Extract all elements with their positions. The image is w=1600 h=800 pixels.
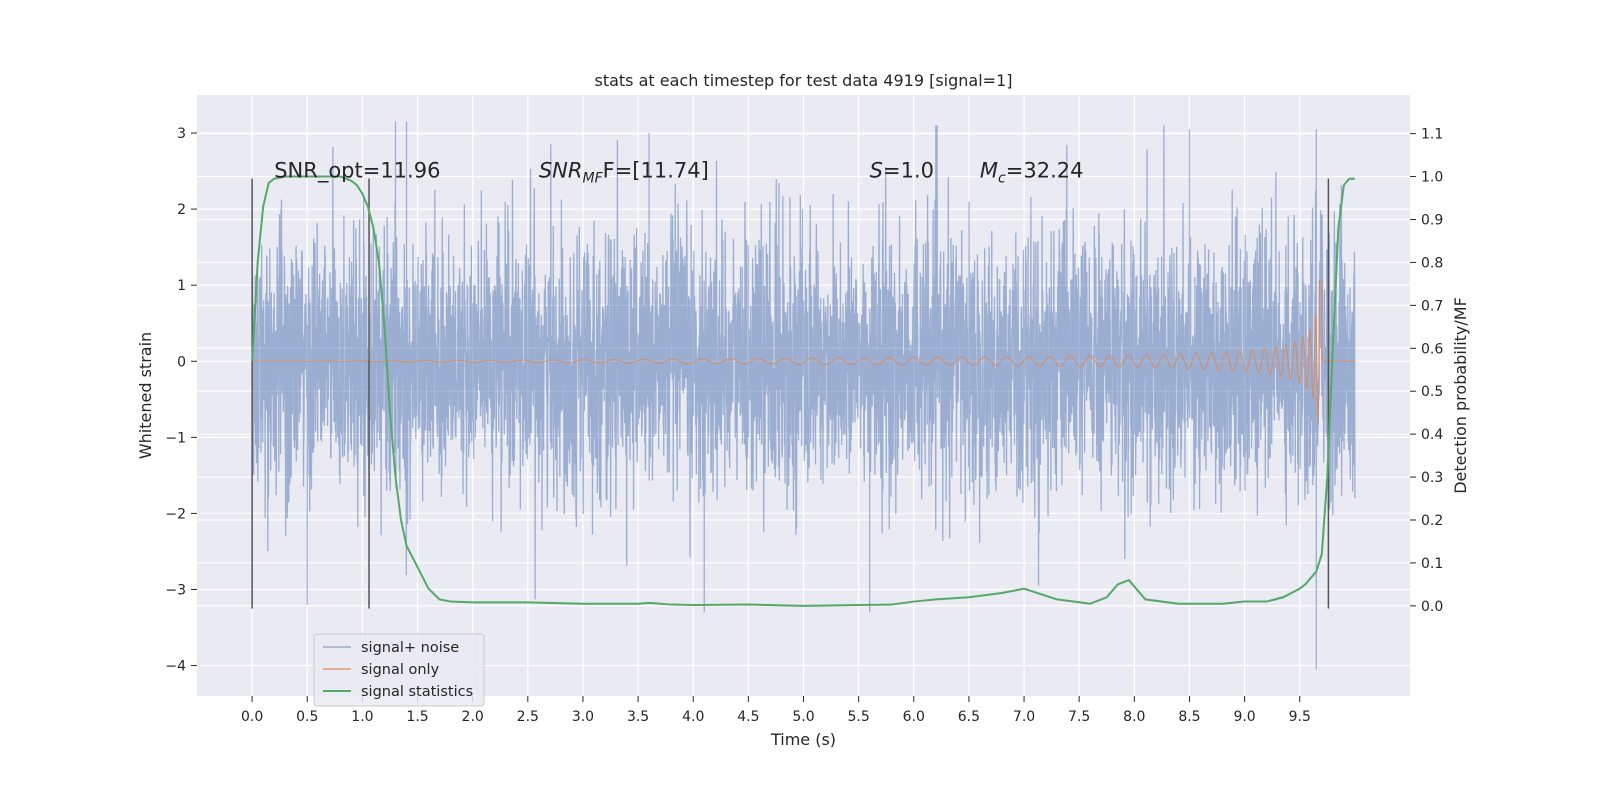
x-axis-label: Time (s) [770,730,836,749]
annotation-value: =32.24 [1006,159,1084,183]
annotation-subscript: MF [582,171,603,187]
x-tick-label: 0.0 [241,709,263,725]
x-tick-label: 5.5 [848,709,870,725]
signal-statistics-line [251,175,1355,607]
y2-tick-label: 0.4 [1421,427,1443,443]
y2-tick-label: 0.5 [1421,384,1443,400]
x-tick-label: 6.0 [903,709,925,725]
y-tick-label: 2 [177,202,186,218]
annotation-text: S=1.0 [870,159,934,183]
x-tick-label: 5.0 [792,709,814,725]
annotation-text: SNR_opt=11.96 [274,159,440,184]
chart-title: stats at each timestep for test data 491… [594,71,1012,90]
x-tick-label: 1.5 [406,709,428,725]
x-tick-label: 4.0 [682,709,704,725]
y2-tick-label: 0.6 [1421,341,1443,357]
y2-tick-label: 0.2 [1421,513,1443,529]
annotation-text: Mc=32.24 [980,159,1084,187]
signal-noise-line [251,121,1356,670]
y2-tick-label: 0.9 [1421,212,1443,228]
annotation-subscript: c [998,171,1006,187]
legend-box [313,633,485,707]
annotation-symbol: SNR [539,159,583,183]
annotation-symbol: S [870,159,883,183]
y-tick-label: −4 [165,659,186,675]
x-tick-label: 7.0 [1013,709,1035,725]
y2-tick-label: 0.1 [1421,556,1443,572]
legend-label: signal statistics [361,684,473,700]
x-tick-label: 2.0 [462,709,484,725]
x-tick-label: 6.5 [958,709,980,725]
y2-tick-label: 0.8 [1421,255,1443,271]
x-tick-label: 4.5 [737,709,759,725]
x-tick-label: 3.5 [627,709,649,725]
x-tick-label: 7.5 [1068,709,1090,725]
y-tick-label: 0 [177,354,186,370]
y-tick-label: −2 [165,506,186,522]
y-tick-label: 3 [177,126,186,142]
annotation-value: =1.0 [883,159,934,183]
x-tick-label: 3.0 [572,709,594,725]
legend-label: signal only [361,662,440,678]
y2-tick-label: 1.0 [1421,170,1443,186]
x-tick-label: 8.5 [1178,709,1200,725]
y-tick-label: −3 [165,582,186,598]
y-axis-label: Whitened strain [136,332,155,459]
x-tick-label: 8.0 [1123,709,1145,725]
x-tick-label: 9.5 [1289,709,1311,725]
y2-tick-label: 0.0 [1421,599,1443,615]
y2-axis-label: Detection probability/MF [1451,297,1470,494]
legend: signal+ noise signal only signal statistic… [313,633,485,707]
legend-label: signal+ noise [361,640,459,656]
x-tick-label: 2.5 [517,709,539,725]
x-tick-label: 0.5 [296,709,318,725]
x-tick-label: 9.0 [1233,709,1255,725]
signal-only-line [252,279,1355,424]
annotation-symbol: M [980,159,998,183]
y2-tick-label: 1.1 [1421,127,1443,143]
y2-tick-label: 0.3 [1421,470,1443,486]
y2-tick-label: 0.7 [1421,298,1443,314]
annotation-value: F=[11.74] [603,159,709,183]
y-tick-label: 1 [177,278,186,294]
y-tick-label: −1 [165,430,186,446]
annotation-text: SNRMFF=[11.74] [539,159,709,187]
x-tick-label: 1.0 [351,709,373,725]
